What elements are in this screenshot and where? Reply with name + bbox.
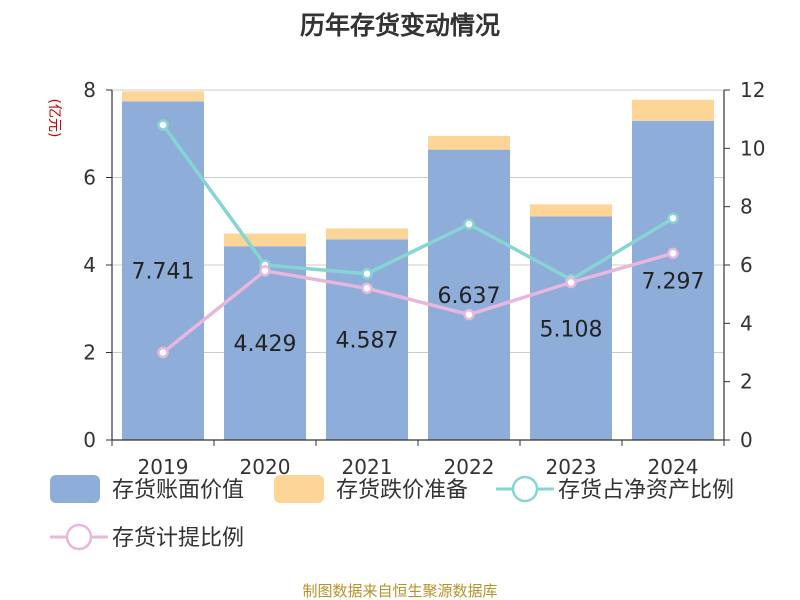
x-tick-label: 2023: [546, 455, 597, 479]
bar-value-label: 7.297: [642, 269, 705, 294]
left-tick-label: 8: [83, 78, 96, 102]
bar-impairment-reserve: [632, 99, 714, 121]
line-series: [157, 119, 679, 359]
line-inventory-to-net-assets: [161, 123, 674, 282]
bar-inventory-value: [632, 120, 714, 440]
right-tick-label: 2: [740, 370, 753, 394]
bar-value-label: 4.587: [336, 329, 399, 354]
right-tick-label: 4: [740, 311, 753, 335]
line-point: [361, 268, 373, 280]
bar-impairment-reserve: [326, 228, 408, 240]
bar-value-label: 6.637: [438, 284, 501, 309]
line-point: [157, 119, 169, 131]
legend-swatch: [274, 475, 324, 503]
bar-inventory-value: [224, 246, 306, 440]
line-point: [259, 265, 271, 277]
left-tick-label: 2: [83, 341, 96, 365]
right-tick-label: 6: [740, 253, 753, 277]
bar-inventory-value: [122, 101, 204, 441]
bar-impairment-reserve: [530, 204, 612, 217]
x-tick-label: 2024: [648, 455, 699, 479]
right-tick-label: 12: [740, 78, 765, 102]
x-tick-label: 2019: [138, 455, 189, 479]
source-note: 制图数据来自恒生聚源数据库: [302, 582, 497, 600]
left-tick-label: 6: [83, 166, 96, 190]
bar-value-label: 7.741: [132, 260, 195, 285]
left-axis-unit: (亿元): [46, 99, 62, 138]
bar-value-label: 4.429: [234, 332, 297, 357]
legend-swatch: [50, 475, 100, 503]
x-tick-label: 2021: [342, 455, 393, 479]
right-tick-label: 10: [740, 136, 765, 160]
bar-value-labels: 7.741 4.429 4.587 6.637 5.108 7.297: [132, 260, 705, 357]
gridlines: [112, 89, 724, 353]
legend-label: 存货计提比例: [112, 526, 244, 551]
left-tick-label: 0: [83, 428, 96, 452]
line-point: [667, 212, 679, 225]
legend-marker: [511, 475, 539, 503]
right-tick-label: 0: [740, 428, 753, 452]
bar-value-label: 5.108: [540, 317, 603, 342]
right-tick-label: 8: [740, 195, 753, 219]
line-provision-ratio: [161, 251, 674, 354]
bar-series: [122, 91, 714, 441]
bar-inventory-value: [530, 216, 612, 440]
bar-impairment-reserve: [224, 233, 306, 247]
legend-label: 存货账面价值: [112, 478, 244, 503]
line-point: [463, 218, 475, 230]
line-point: [361, 282, 373, 295]
line-point: [667, 247, 679, 260]
bar-impairment-reserve: [122, 91, 204, 102]
left-tick-label: 4: [83, 253, 96, 277]
line-point: [157, 346, 169, 359]
legend-label: 存货跌价准备: [336, 478, 468, 503]
bar-inventory-value: [428, 149, 510, 440]
x-tick-label: 2022: [444, 455, 495, 479]
line-point: [565, 276, 577, 289]
legend-label: 存货占净资产比例: [558, 478, 734, 503]
legend-marker: [65, 523, 93, 551]
bar-impairment-reserve: [428, 136, 510, 150]
line-point: [463, 308, 475, 321]
chart-title: 历年存货变动情况: [300, 11, 500, 40]
